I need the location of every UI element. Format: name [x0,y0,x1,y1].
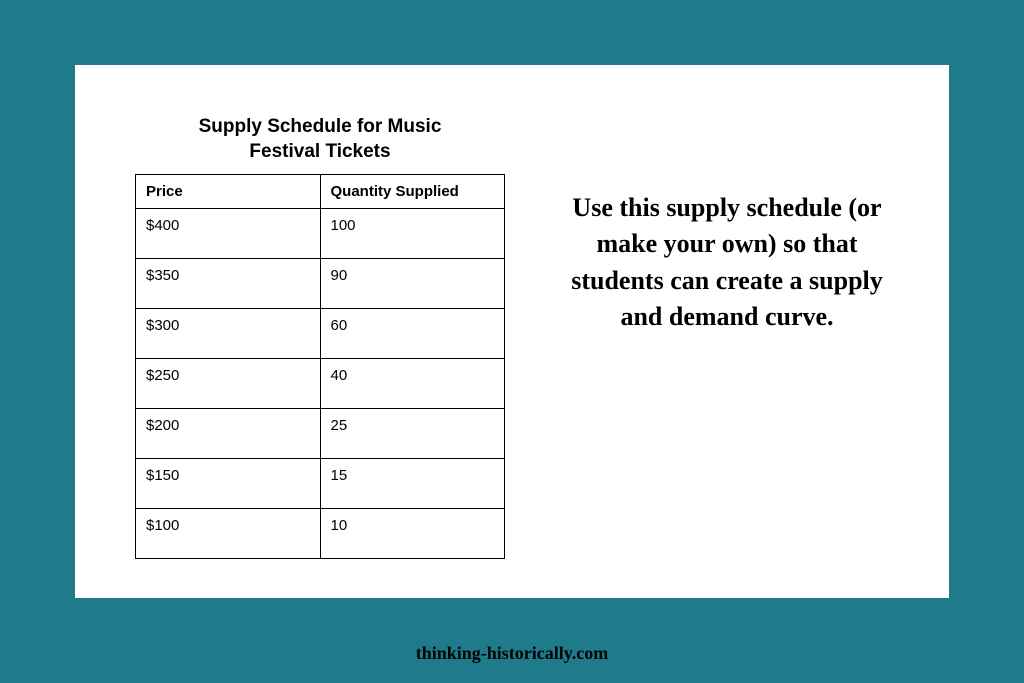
instruction-column: Use this supply schedule (or make your o… [505,115,919,568]
table-row: $150 15 [136,459,505,509]
price-cell: $300 [136,309,321,359]
quantity-cell: 60 [320,309,505,359]
quantity-header: Quantity Supplied [320,175,505,209]
quantity-cell: 40 [320,359,505,409]
table-row: $400 100 [136,209,505,259]
supply-schedule-table: Price Quantity Supplied $400 100 $350 90… [135,174,505,559]
price-cell: $250 [136,359,321,409]
quantity-cell: 10 [320,509,505,559]
instruction-text: Use this supply schedule (or make your o… [555,190,899,336]
table-row: $100 10 [136,509,505,559]
table-title: Supply Schedule for Music Festival Ticke… [135,115,505,164]
table-row: $250 40 [136,359,505,409]
price-cell: $200 [136,409,321,459]
price-cell: $100 [136,509,321,559]
content-panel: Supply Schedule for Music Festival Ticke… [75,65,949,598]
table-row: $350 90 [136,259,505,309]
table-row: $300 60 [136,309,505,359]
table-header-row: Price Quantity Supplied [136,175,505,209]
price-cell: $400 [136,209,321,259]
quantity-cell: 100 [320,209,505,259]
table-row: $200 25 [136,409,505,459]
footer: thinking-historically.com [0,623,1024,683]
quantity-cell: 25 [320,409,505,459]
quantity-cell: 15 [320,459,505,509]
price-header: Price [136,175,321,209]
price-cell: $350 [136,259,321,309]
quantity-cell: 90 [320,259,505,309]
table-column: Supply Schedule for Music Festival Ticke… [135,115,505,568]
price-cell: $150 [136,459,321,509]
footer-url: thinking-historically.com [416,643,609,664]
